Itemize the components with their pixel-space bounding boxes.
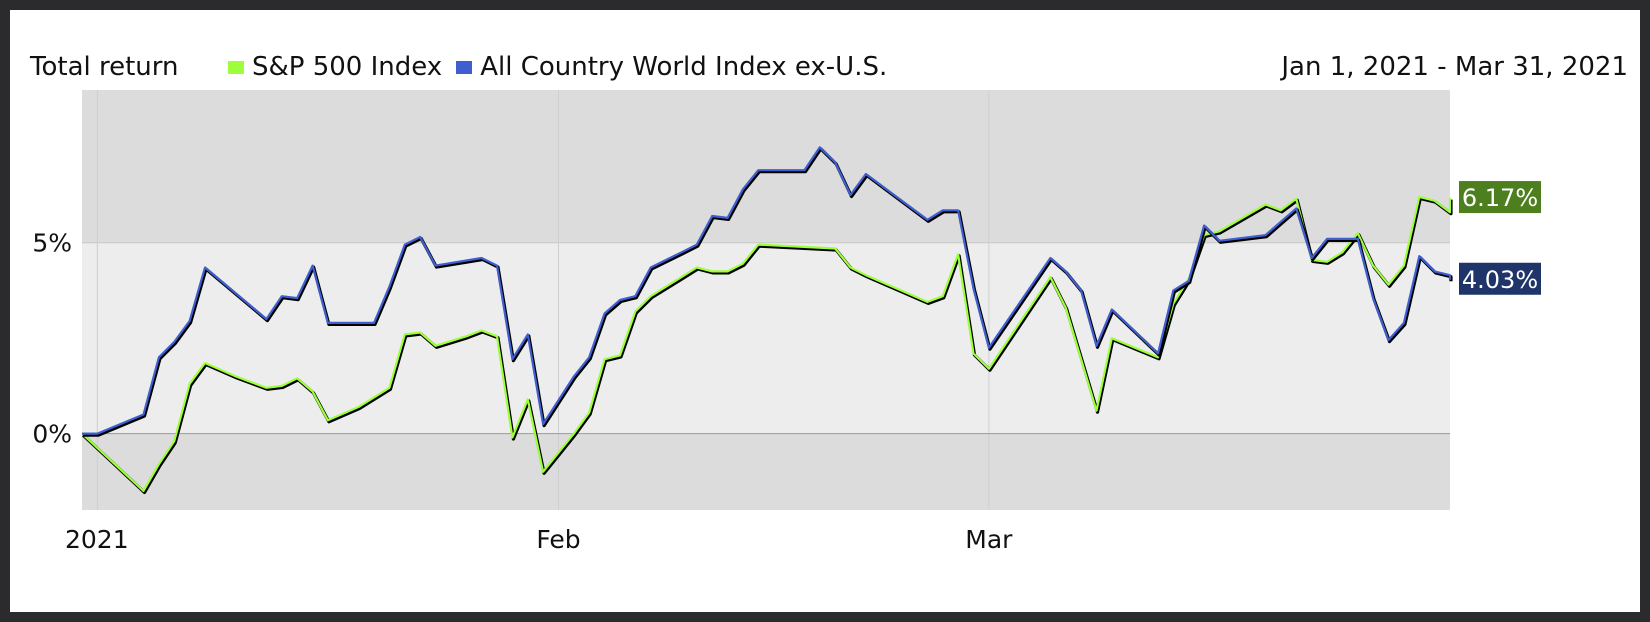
legend-item-sp500[interactable]: S&P 500 Index [228,52,442,82]
legend-swatch-acwi [456,60,473,74]
plot-band-0-5 [82,242,1450,434]
x-tick-label: 2021 [65,525,129,554]
end-badge-acwi [1459,262,1541,295]
legend-item-acwi[interactable]: All Country World Index ex-U.S. [456,52,887,82]
legend-label-sp500: S&P 500 Index [252,52,443,82]
y-tick-label: 5% [32,229,72,258]
series-line-acwi [82,146,1452,435]
line-chart: 0% 5% 2021 Feb Mar 6.17% 4.03% [32,90,1541,554]
series-shadow-acwi [83,147,1453,437]
date-range[interactable]: Jan 1, 2021 - Mar 31, 2021 [1281,52,1628,82]
legend-swatch-sp500 [228,60,244,74]
chart-card: Total return S&P 500 Index All Country W… [10,10,1640,612]
end-badge-sp500 [1459,181,1541,214]
end-label-acwi: 4.03% [1462,266,1538,294]
end-label-sp500: 6.17% [1462,184,1538,212]
legend-label-acwi: All Country World Index ex-U.S. [480,52,888,82]
x-tick-label: Feb [536,525,580,554]
y-tick-label: 0% [32,420,72,449]
series-line-sp500 [81,195,1452,492]
x-tick-label: Mar [965,525,1013,554]
legend: S&P 500 Index All Country World Index ex… [228,52,901,82]
chart-heading: Total return [30,52,179,82]
